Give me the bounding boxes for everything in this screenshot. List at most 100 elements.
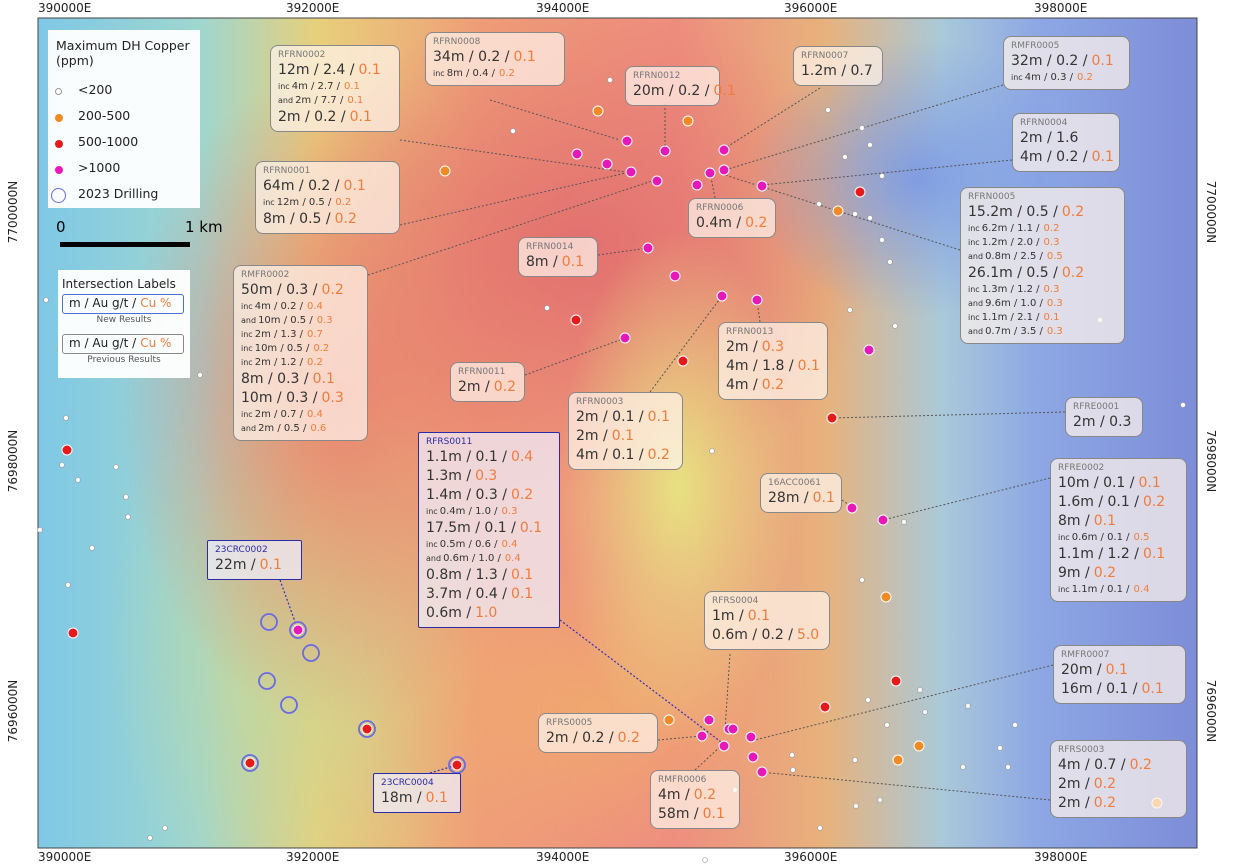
intersection-label: RMFR0006 4m /0.2 58m /0.1 xyxy=(650,770,740,829)
hole-id: RFRN0014 xyxy=(526,242,574,252)
intercept-line: 2m / 1.6 xyxy=(1020,129,1112,148)
copper-value: 0.1 xyxy=(1091,53,1114,69)
hole-id: RFRS0011 xyxy=(426,437,473,447)
drill-hole xyxy=(887,259,893,265)
drill-hole xyxy=(361,723,373,735)
copper-value: 0.1 xyxy=(713,83,736,99)
drill-hole xyxy=(544,305,550,311)
drill-hole xyxy=(922,709,928,715)
intercept-value: 0.8m / 2.5 / xyxy=(985,251,1043,262)
copper-value: 0.1 xyxy=(812,490,835,506)
hole-id: RFRS0005 xyxy=(546,718,593,728)
drill-hole xyxy=(601,158,613,170)
intercept-value: 2m / xyxy=(458,379,490,395)
intercept-line: inc 4m / 0.3 /0.2 xyxy=(1011,71,1122,85)
intercept-value: 10m / 0.3 / xyxy=(241,390,318,406)
drill-hole xyxy=(790,767,796,773)
drill-hole xyxy=(756,180,768,192)
drill-hole xyxy=(859,125,865,131)
copper-value: 0.1 xyxy=(519,520,543,536)
copper-value: 0.1 xyxy=(1141,681,1164,697)
intercept-value: 50m / 0.3 / xyxy=(241,282,318,298)
copper-value: 0.4 xyxy=(306,409,323,420)
drill-hole xyxy=(682,115,694,127)
intersection-label: RFRN0004 2m / 1.6 4m / 0.2 /0.1 xyxy=(1012,113,1120,172)
drill-hole xyxy=(1005,764,1011,770)
drill-hole xyxy=(718,740,730,752)
intercept-value: 20m / xyxy=(1061,662,1102,678)
copper-value: 0.4 xyxy=(1133,584,1150,595)
intercept-line: and 0.6m / 1.0 /0.4 xyxy=(426,552,552,566)
drill-hole xyxy=(570,314,582,326)
legend-label: >1000 xyxy=(78,160,121,175)
intercept-qualifier: inc xyxy=(968,224,980,233)
copper-value: 1.0 xyxy=(475,605,498,621)
intercept-line: 2m /0.1 xyxy=(576,427,675,446)
intercept-value: 2m / xyxy=(576,428,608,444)
intercept-qualifier: inc xyxy=(426,507,438,516)
drill-hole xyxy=(867,215,873,221)
intercept-value: 8m / 0.3 / xyxy=(241,371,309,387)
hole-id: RFRN0003 xyxy=(576,397,624,407)
copper-value: 0.4 xyxy=(306,301,323,312)
key-box: m / Au g/t / Cu % xyxy=(62,294,184,314)
hole-id: RMFR0005 xyxy=(1011,41,1060,51)
copper-value: 0.1 xyxy=(510,586,534,602)
intercept-line: 2m /0.2 xyxy=(1058,775,1179,794)
intercept-line: and 0.8m / 2.5 /0.5 xyxy=(968,250,1117,264)
leader-line xyxy=(657,735,703,741)
copper-value: 0.3 xyxy=(316,315,333,326)
intercept-line: 15.2m / 0.5 /0.2 xyxy=(968,203,1117,222)
intercept-value: 58m / xyxy=(658,806,699,822)
intercept-line: and 9.6m / 1.0 /0.3 xyxy=(968,297,1117,311)
drill-hole xyxy=(61,444,73,456)
key-cu: Cu % xyxy=(140,296,172,310)
intercept-line: 1.2m / 0.7 xyxy=(801,62,875,81)
leader-line xyxy=(367,179,656,276)
leader-line xyxy=(559,619,726,746)
intercept-line: inc 2m / 1.2 /0.2 xyxy=(241,356,360,370)
intercept-qualifier: inc xyxy=(968,285,980,294)
copper-value: 0.2 xyxy=(335,197,352,208)
legend-symbol xyxy=(55,88,62,95)
intercept-value: 2m / xyxy=(1058,776,1090,792)
x-coord-label: 390000E xyxy=(38,1,92,15)
intercept-line: 1.1m / 1.2 /0.1 xyxy=(1058,545,1179,564)
drill-hole xyxy=(439,165,451,177)
hole-id: RFRN0002 xyxy=(278,50,326,60)
intercept-value: 4m / 0.2 / xyxy=(1020,149,1088,165)
copper-value: 0.2 xyxy=(1043,223,1060,234)
hole-id: RFRS0003 xyxy=(1058,745,1105,755)
copper-value: 0.2 xyxy=(1061,204,1085,220)
drill-hole xyxy=(571,148,583,160)
intercept-line: 20m /0.1 xyxy=(1061,661,1178,680)
intercept-value: 2m / 1.6 xyxy=(1020,130,1079,146)
copper-value: 0.1 xyxy=(747,608,770,624)
intercept-line: inc 4m / 2.7 /0.1 xyxy=(278,80,392,94)
intersection-label: RFRE0001 2m / 0.3 xyxy=(1065,397,1143,437)
copper-value: 0.5 xyxy=(1133,532,1150,543)
drill-hole xyxy=(718,144,730,156)
copper-value: 0.4 xyxy=(501,539,518,550)
key-title: Intersection Labels xyxy=(62,277,176,291)
intercept-line: 50m / 0.3 /0.2 xyxy=(241,281,360,300)
copper-value: 0.1 xyxy=(1138,475,1161,491)
drill-hole xyxy=(691,179,703,191)
intersection-label: RMFR0005 32m / 0.2 /0.1 inc 4m / 0.3 /0.2 xyxy=(1003,36,1130,90)
intercept-line: 4m / 0.7 /0.2 xyxy=(1058,756,1179,775)
intercept-line: inc 0.5m / 0.6 /0.4 xyxy=(426,538,552,552)
intersection-label: RFRN0007 1.2m / 0.7 xyxy=(793,46,883,86)
copper-value: 0.1 xyxy=(1091,149,1114,165)
intersection-label: RFRN0014 8m /0.1 xyxy=(518,237,598,277)
intercept-line: 2m /0.2 xyxy=(458,378,517,397)
copper-value: 0.1 xyxy=(513,49,536,65)
drill-hole xyxy=(892,323,898,329)
intercept-qualifier: and xyxy=(968,327,984,336)
copper-value: 0.1 xyxy=(561,254,584,270)
drill-hole xyxy=(825,107,831,113)
intercept-qualifier: inc xyxy=(241,330,253,339)
drill-hole xyxy=(669,270,681,282)
intercept-value: 2m / 1.3 / xyxy=(254,329,303,340)
intercept-value: 1.3m / xyxy=(426,468,472,484)
intercept-line: 18m /0.1 xyxy=(381,789,453,808)
